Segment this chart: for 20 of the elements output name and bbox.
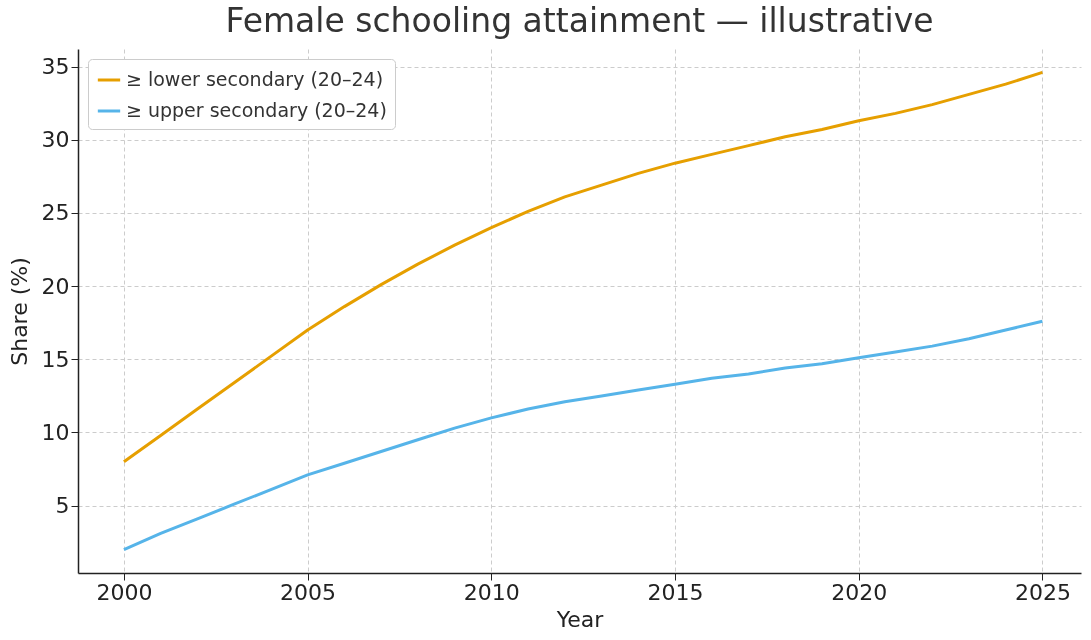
x-tick-label: 2010 <box>463 579 520 605</box>
line-series <box>122 70 1044 464</box>
x-tick-label: 2015 <box>647 579 704 605</box>
y-tick-label: 15 <box>41 346 70 372</box>
x-axis-title: Year <box>555 606 605 632</box>
x-tick-label: 2025 <box>1014 579 1071 605</box>
y-tick-label: 10 <box>41 419 70 445</box>
y-tick-label: 30 <box>41 127 70 153</box>
legend-label: ≥ upper secondary (20–24) <box>126 99 387 121</box>
x-tick-label: 2020 <box>831 579 888 605</box>
y-axis-title: Share (%) <box>6 257 32 366</box>
x-tick-label: 2005 <box>280 579 337 605</box>
x-tick-label: 2000 <box>96 579 153 605</box>
y-tick-label: 5 <box>55 493 70 519</box>
legend-label: ≥ lower secondary (20–24) <box>126 68 384 90</box>
line-series <box>122 319 1044 552</box>
y-tick-label: 25 <box>41 200 70 226</box>
chart-title: Female schooling attainment — illustrative <box>225 1 934 40</box>
y-tick-label: 35 <box>41 54 70 80</box>
y-tick-label: 20 <box>41 273 70 299</box>
